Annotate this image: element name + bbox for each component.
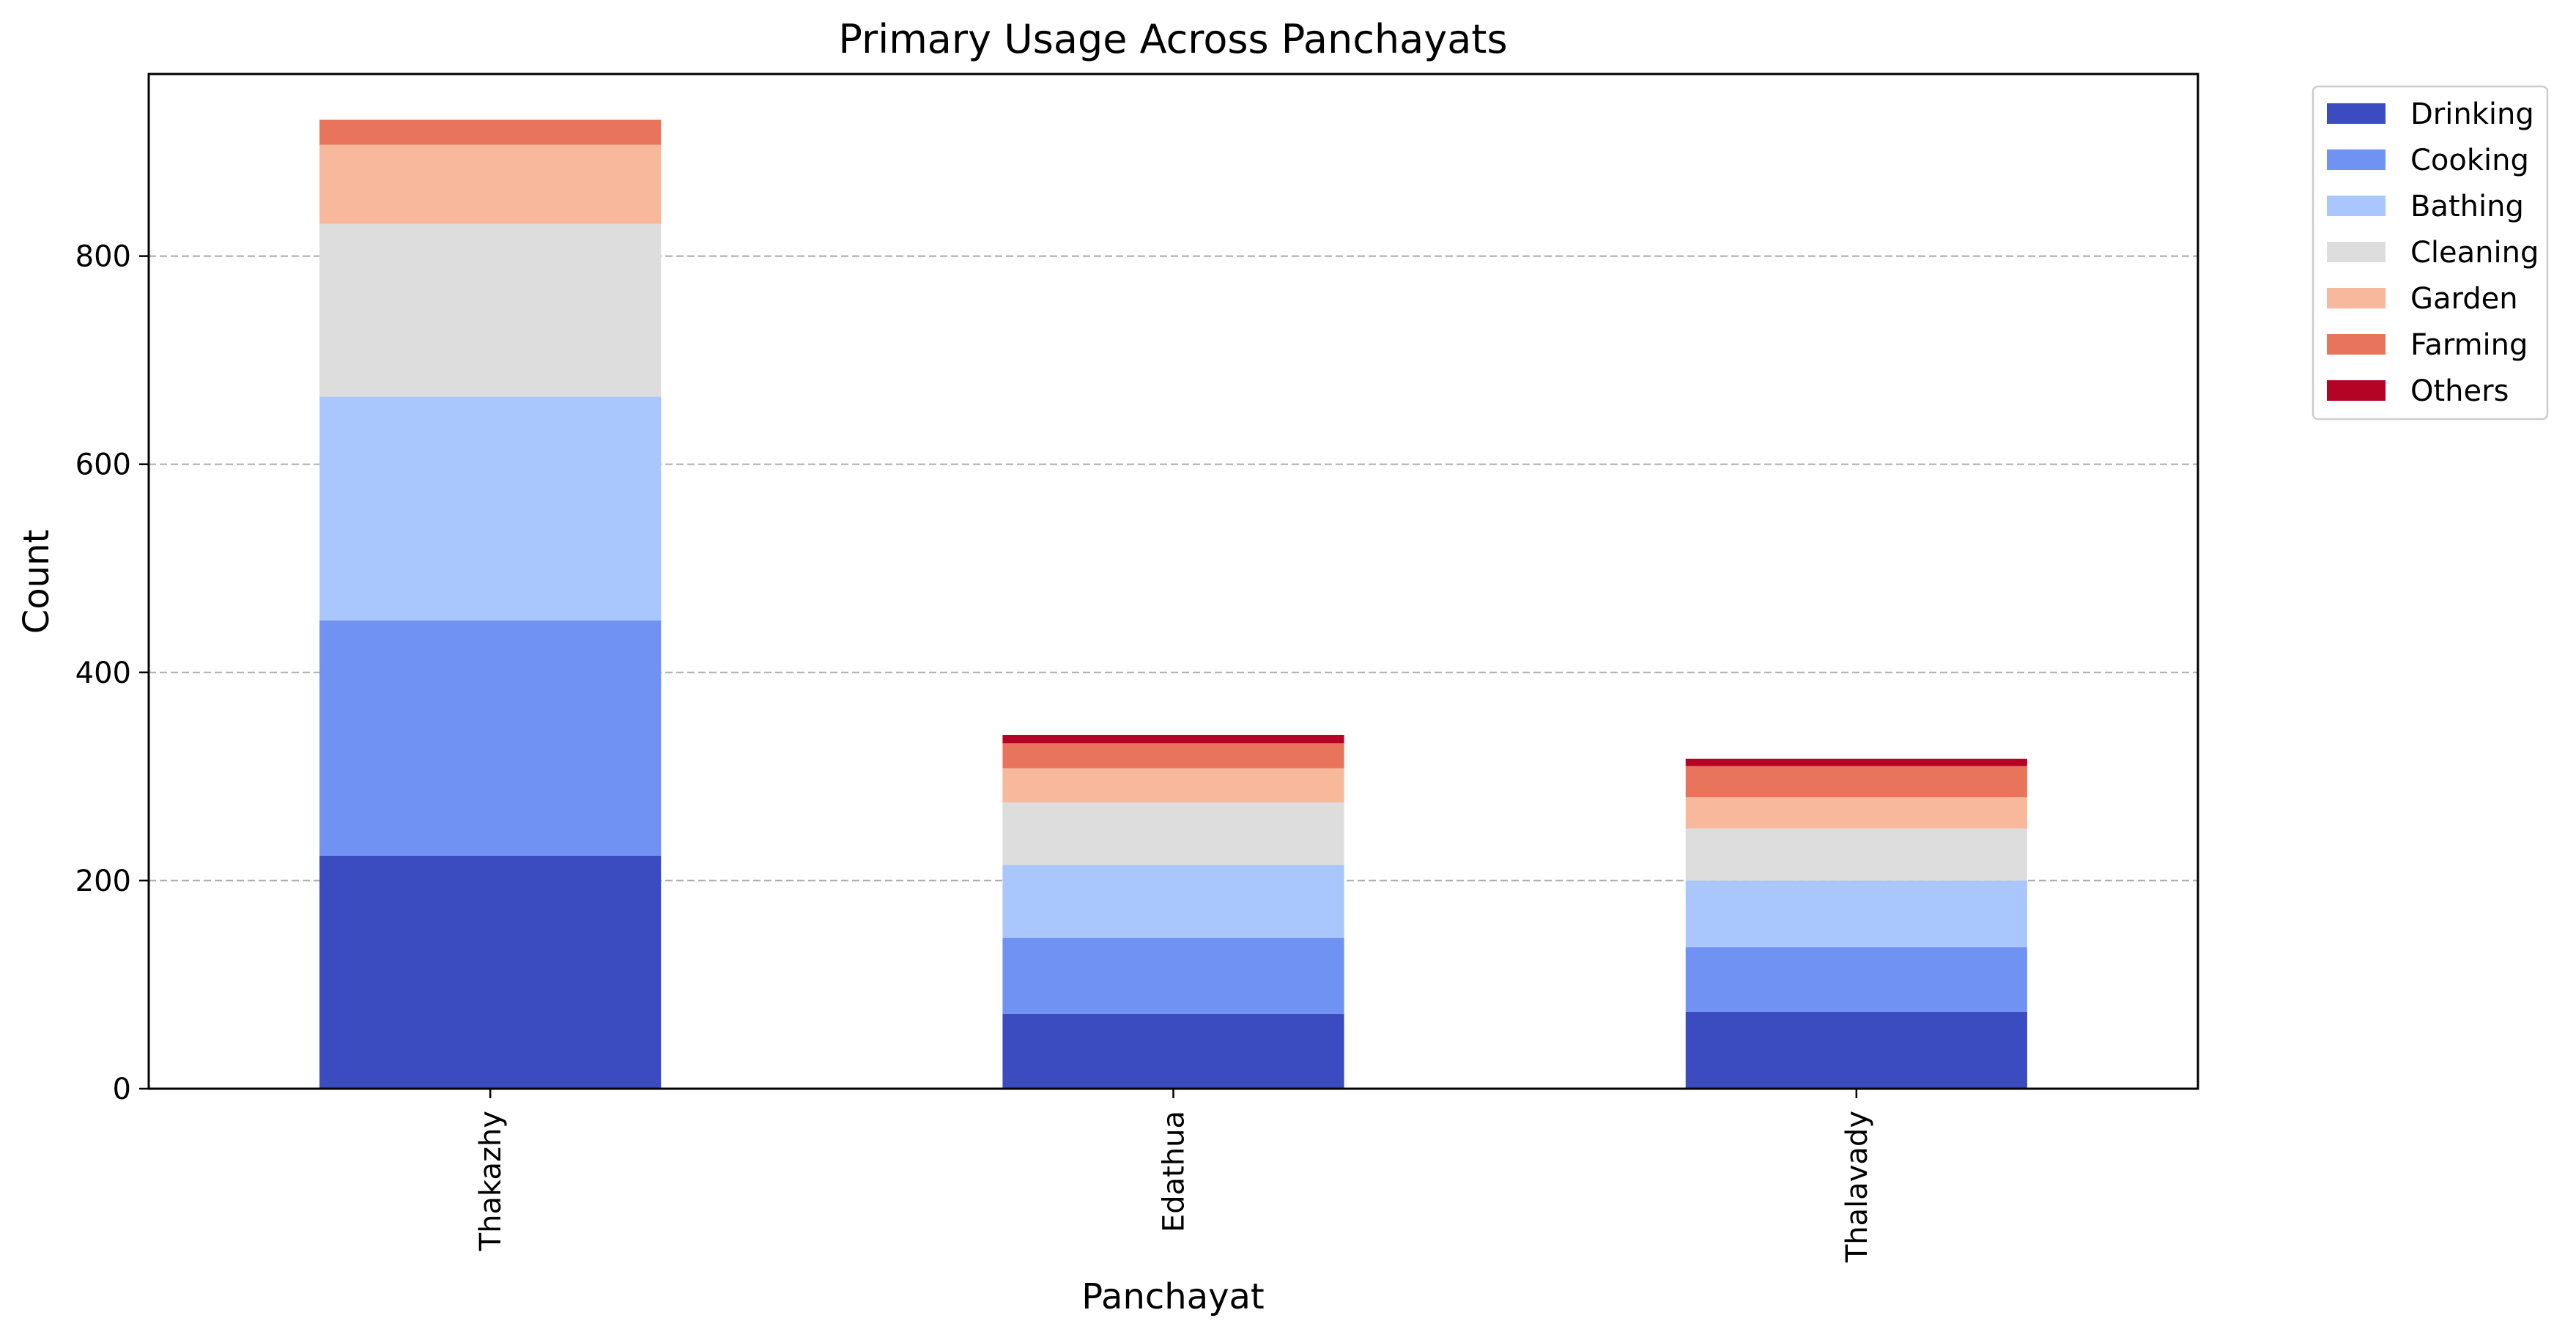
legend-swatch-bathing [2327, 196, 2386, 216]
bar-segment-farming [1002, 743, 1344, 769]
legend-swatch-cleaning [2327, 242, 2386, 262]
bar-segment-farming [319, 119, 662, 145]
y-tick-label: 800 [75, 240, 131, 274]
x-axis-ticks: Thakazhy Edathua Thalavady [474, 1089, 1874, 1263]
bar-segment-cooking [1002, 938, 1344, 1014]
bar-segment-others [1685, 758, 2027, 766]
legend-label-cooking: Cooking [2410, 144, 2529, 177]
bar-segment-others [1002, 735, 1344, 744]
bar-segment-cooking [1685, 947, 2027, 1012]
x-tick-label: Thakazhy [474, 1111, 508, 1251]
bar-segment-cleaning [1002, 802, 1344, 865]
bar-segment-garden [1002, 768, 1344, 803]
y-axis-ticks: 0 200 400 600 800 [75, 240, 149, 1106]
bar-segment-drinking [1002, 1013, 1344, 1089]
x-tick-label: Edathua [1158, 1111, 1191, 1232]
legend-swatch-others [2327, 380, 2386, 401]
legend-label-cleaning: Cleaning [2410, 236, 2539, 270]
x-tick-label: Thalavady [1840, 1111, 1874, 1263]
y-tick-label: 0 [113, 1073, 131, 1106]
legend-swatch-farming [2327, 334, 2386, 355]
bar-segment-drinking [319, 855, 662, 1089]
legend-label-garden: Garden [2410, 282, 2518, 316]
legend-swatch-garden [2327, 288, 2386, 308]
legend-swatch-drinking [2327, 103, 2386, 124]
y-tick-label: 400 [75, 656, 131, 690]
x-axis-label: Panchayat [1081, 1276, 1265, 1317]
legend-swatch-cooking [2327, 149, 2386, 170]
bar-segment-garden [319, 144, 662, 224]
y-axis-label: Count [16, 530, 57, 634]
bar-segment-cleaning [319, 223, 662, 397]
legend-label-farming: Farming [2410, 328, 2528, 362]
bar-segment-farming [1685, 766, 2027, 798]
legend-label-others: Others [2410, 374, 2509, 408]
bar-segment-garden [1685, 797, 2027, 829]
bar-segment-drinking [1685, 1011, 2027, 1089]
legend: Drinking Cooking Bathing Cleaning Garden Farm… [2312, 85, 2549, 421]
bar-segment-bathing [1685, 880, 2027, 947]
legend-label-drinking: Drinking [2410, 97, 2534, 131]
y-tick-label: 600 [75, 448, 131, 482]
bar-segment-cooking [319, 620, 662, 856]
chart-title: Primary Usage Across Panchayats [838, 16, 1507, 62]
bars [319, 119, 2027, 1089]
y-tick-label: 200 [75, 865, 131, 898]
bar-segment-cleaning [1685, 828, 2027, 881]
bar-segment-bathing [319, 396, 662, 621]
legend-label-bathing: Bathing [2410, 190, 2524, 223]
bar-segment-bathing [1002, 865, 1344, 939]
